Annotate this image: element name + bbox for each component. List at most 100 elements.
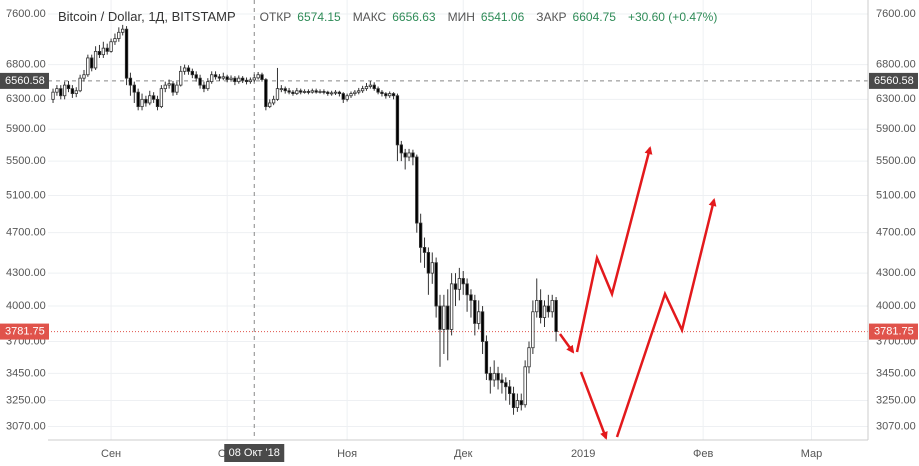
candle-body [159,88,164,108]
candle-body [438,305,442,330]
candle-body [430,262,434,274]
candle-body [302,91,307,93]
candle-body [399,144,403,154]
y-tick-label: 3450.00 [6,367,46,379]
candle-body [229,77,233,80]
candle-body [318,91,322,93]
candle-body [175,84,179,93]
candle-body [86,57,90,76]
x-tick-label: Ноя [337,448,357,460]
candle-body [484,341,489,374]
candle-body [329,92,334,95]
candle-body [453,283,458,290]
arrow [558,333,575,354]
y-tick-label: 4000.00 [6,300,46,312]
candle-body [449,283,454,330]
y-tick-label: 3250.00 [6,394,46,406]
candle-body [82,74,86,79]
candle-body [93,50,98,69]
y-tick-label-right: 5900.00 [876,123,916,135]
y-tick-label-right: 3070.00 [876,420,916,432]
arrow [615,198,717,438]
candle-body [124,28,129,79]
y-tick-label-right: 5500.00 [876,155,916,167]
legend-value: 6604.75 [572,10,616,24]
candle-body [244,79,249,83]
crosshair-date-label: 08 Окт '18 [229,447,280,459]
candle-body [511,393,516,408]
y-tick-label: 6800.00 [6,58,46,70]
y-tick-label-right: 4000.00 [876,300,916,312]
candle-body [488,372,492,381]
y-tick-label: 5100.00 [6,189,46,201]
candle-body [51,91,55,100]
candle-body [515,400,520,408]
candle-body [132,84,136,93]
chart-title: Bitcoin / Dollar, 1Д, BITSTAMP [58,9,236,24]
candle-body [337,91,342,94]
candle-body [492,372,496,381]
crosshair-price-left: 6560.58 [5,75,45,87]
candle-body [368,84,373,87]
candle-body [554,299,558,332]
candle-body [550,299,554,313]
crosshair-price-right: 6560.58 [874,75,914,87]
candle-body [151,95,156,100]
candle-body [144,98,148,104]
candle-body [310,90,314,93]
candle-body [384,93,388,97]
x-tick-label: Сен [101,448,121,460]
candle-body [179,70,183,86]
candle-body [461,278,465,285]
candle-body [403,152,407,158]
candle-body [380,91,384,94]
candle-body [136,91,140,108]
candle-body [473,299,477,324]
candle-body [105,47,109,52]
candle-body [190,70,194,76]
candle-body [268,102,272,108]
candle-body [376,88,380,93]
legend-key: МИН [447,10,475,24]
candle-body [78,77,82,92]
y-tick-label-right: 4300.00 [876,267,916,279]
candle-body [426,252,431,274]
candle-body [101,47,105,56]
candle-body [140,98,144,108]
candle-body [446,305,450,330]
candle-body [202,84,206,90]
y-tick-label-right: 3450.00 [876,367,916,379]
candle-body [469,294,473,301]
y-tick-label: 5900.00 [6,123,46,135]
candle-body [434,262,438,307]
candle-body [210,74,214,83]
candle-body [248,79,253,83]
candle-body [531,311,535,349]
candle-body [221,76,225,79]
candle-body [519,400,523,406]
candle-body [465,283,469,296]
candle-body [353,91,357,94]
candle-body [256,74,260,79]
candle-body [260,74,264,80]
candle-body [213,74,218,78]
candle-body [206,81,210,90]
candle-body [542,305,547,318]
candle-body [66,84,71,90]
y-tick-label: 4700.00 [6,227,46,239]
candle-body [442,305,446,330]
candle-body [55,88,59,93]
candle-body [171,83,175,93]
header: Bitcoin / Dollar, 1Д, BITSTAMP ОТКР 6574.… [58,9,723,24]
candle-body [407,152,411,158]
candle-body [360,88,365,92]
candle-body [299,90,303,93]
arrow [579,371,608,440]
candle-body [295,90,299,94]
candle-body [233,77,237,83]
y-tick-label: 5500.00 [6,155,46,167]
candle-body [411,152,415,158]
y-tick-label-right: 4700.00 [876,227,916,239]
candle-body [457,278,462,290]
